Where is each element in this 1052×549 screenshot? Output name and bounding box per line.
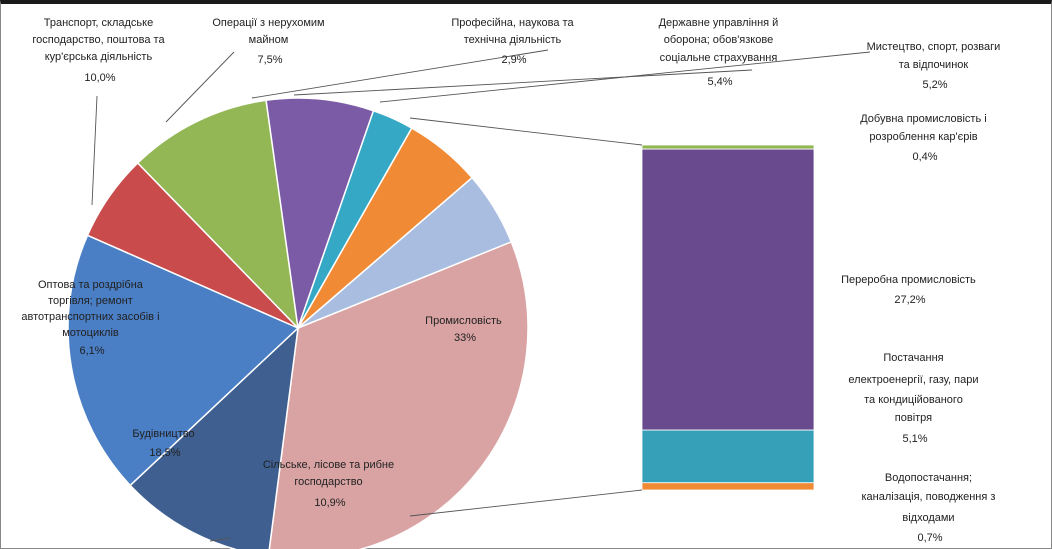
leader-mystetstvo xyxy=(379,51,871,103)
label-nerukhomist: Операції з нерухомим майном 7,5% xyxy=(212,17,327,66)
pie-slices xyxy=(67,97,529,549)
label-silske: Сільське, лісове та рибне господарство 1… xyxy=(263,459,397,509)
label-vodopostachannia: Водопостачання; каналізація, поводження … xyxy=(861,472,998,544)
label-dobuvna: Добувна промисловість і розроблення кар'… xyxy=(860,113,990,163)
pie-slice-1 xyxy=(129,326,300,549)
pie-slice-4 xyxy=(136,99,300,331)
label-pererobna: Переробна промисловість 27,2% xyxy=(841,274,979,306)
label-mystetstvo: Мистецтво, спорт, розваги та відпочинок … xyxy=(867,41,1004,91)
label-derzhavne: Державне управління й оборона; обов'язко… xyxy=(659,17,782,88)
pie-slice-2 xyxy=(67,234,300,487)
label-promyslovist: Промисловість 33% xyxy=(425,315,505,344)
pie-slice-8 xyxy=(297,176,513,329)
label-budivnytstvo: Будівництво 18,5% xyxy=(132,428,197,459)
leader-profesiina xyxy=(251,49,549,99)
bar-segment-0 xyxy=(641,144,815,150)
connector-top xyxy=(409,117,643,146)
connector-bottom xyxy=(409,489,643,517)
label-postachannia: Постачання електроенергії, газу, пари та… xyxy=(848,352,981,445)
pie-slice-5 xyxy=(265,97,375,329)
leader-nerukhomist xyxy=(165,51,235,123)
bar-segment-1 xyxy=(641,148,815,431)
leader-silske xyxy=(209,537,231,542)
bar-segment-3 xyxy=(641,482,815,491)
label-transport: Транспорт, складське господарство, пошто… xyxy=(32,17,167,84)
label-profesiina: Професійна, наукова та технічна діяльніс… xyxy=(451,17,576,66)
bar-segment-2 xyxy=(641,429,815,484)
leader-transport xyxy=(91,95,98,206)
bar-segments xyxy=(641,144,815,491)
label-torgivlia: Оптова та роздрібна торгівля; ремонт авт… xyxy=(21,279,162,357)
leader-lines xyxy=(91,49,871,542)
pie-slice-0 xyxy=(268,240,529,549)
leader-derzhavne xyxy=(293,69,753,96)
